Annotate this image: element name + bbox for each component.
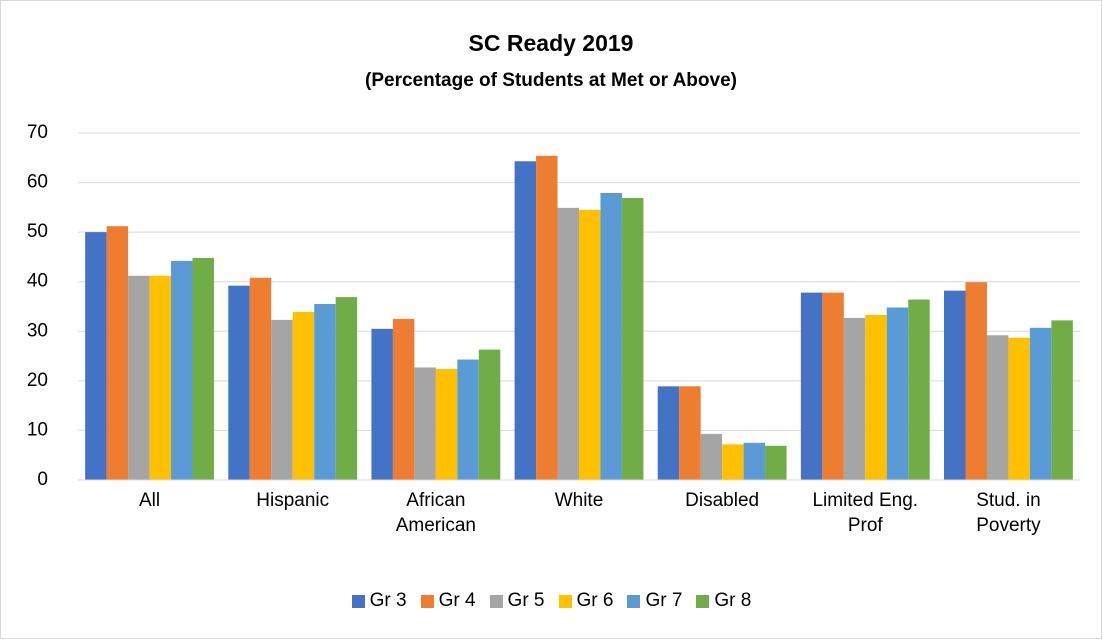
- bar: [886, 307, 909, 480]
- y-tick-label: 60: [27, 172, 48, 193]
- bar: [292, 311, 315, 480]
- bar: [314, 304, 336, 480]
- bar: [657, 386, 680, 480]
- bar: [414, 367, 436, 480]
- legend-swatch: [627, 594, 641, 608]
- bar: [371, 328, 393, 480]
- bar: [478, 349, 501, 480]
- bar: [1051, 320, 1073, 480]
- bar: [335, 297, 358, 480]
- legend-swatch: [351, 594, 365, 608]
- legend-item: Gr 4: [420, 590, 476, 612]
- legend-label: Gr 5: [507, 590, 545, 611]
- bar: [557, 207, 579, 481]
- legend-swatch: [696, 594, 710, 608]
- legend-label: Gr 8: [714, 590, 752, 611]
- y-tick-label: 30: [27, 320, 48, 341]
- bar: [700, 433, 723, 480]
- legend-label: Gr 7: [645, 590, 683, 611]
- bar: [800, 292, 823, 480]
- chart-title: SC Ready 2019: [469, 30, 634, 56]
- bar: [149, 275, 172, 480]
- y-tick-label: 40: [27, 271, 48, 292]
- y-tick-label: 0: [37, 469, 48, 490]
- bar: [579, 209, 601, 481]
- x-tick-label: White: [554, 490, 604, 511]
- bar: [192, 257, 214, 480]
- x-tick-label: Disabled: [685, 490, 760, 511]
- legend-label: Gr 3: [369, 590, 407, 611]
- legend: Gr 3 Gr 4 Gr 5 Gr 6 Gr 7 Gr 8: [0, 590, 1103, 612]
- bar: [600, 192, 622, 480]
- chart-subtitle: (Percentage of Students at Met or Above): [365, 70, 737, 91]
- bar: [457, 359, 479, 480]
- legend-item: Gr 7: [627, 590, 682, 612]
- x-tick-label: Hispanic: [256, 490, 330, 511]
- bar: [1008, 337, 1030, 480]
- y-tick-label: 10: [27, 419, 48, 440]
- bar: [171, 260, 193, 480]
- bar: [843, 317, 866, 480]
- legend-label: Gr 4: [438, 590, 476, 611]
- legend-swatch: [558, 594, 572, 608]
- x-tick-label: All: [139, 490, 161, 511]
- bar: [822, 292, 844, 480]
- bar: [765, 445, 787, 480]
- bar: [986, 335, 1009, 480]
- x-tick-label: Limited Eng. Prof: [812, 490, 919, 536]
- bar: [106, 226, 129, 480]
- legend-item: Gr 3: [351, 590, 407, 612]
- y-tick-label: 50: [27, 221, 48, 242]
- x-tick-label: Stud. in Poverty: [976, 490, 1041, 536]
- bar: [679, 386, 701, 480]
- y-tick-label: 70: [27, 122, 48, 143]
- bar: [85, 232, 107, 480]
- bar: [965, 282, 987, 480]
- bar: [514, 161, 537, 480]
- y-tick-label: 20: [27, 370, 48, 391]
- legend-swatch: [489, 594, 503, 608]
- legend-item: Gr 5: [489, 590, 545, 612]
- bar: [536, 155, 558, 480]
- bar: [435, 368, 458, 480]
- legend-item: Gr 6: [558, 590, 614, 612]
- bar: [271, 319, 293, 480]
- legend-label: Gr 6: [576, 590, 614, 611]
- bar: [743, 442, 766, 480]
- bar: [1029, 327, 1052, 480]
- bar: [722, 444, 744, 480]
- x-tick-label: African American: [395, 490, 476, 536]
- legend-item: Gr 8: [696, 590, 751, 612]
- bar: [621, 197, 644, 480]
- bar: [128, 275, 150, 480]
- legend-swatch: [420, 594, 434, 608]
- bar: [228, 285, 250, 480]
- bar: [249, 277, 272, 480]
- bar: [944, 290, 966, 480]
- bar: [865, 314, 887, 480]
- bar: [908, 299, 930, 480]
- bar: [392, 318, 415, 480]
